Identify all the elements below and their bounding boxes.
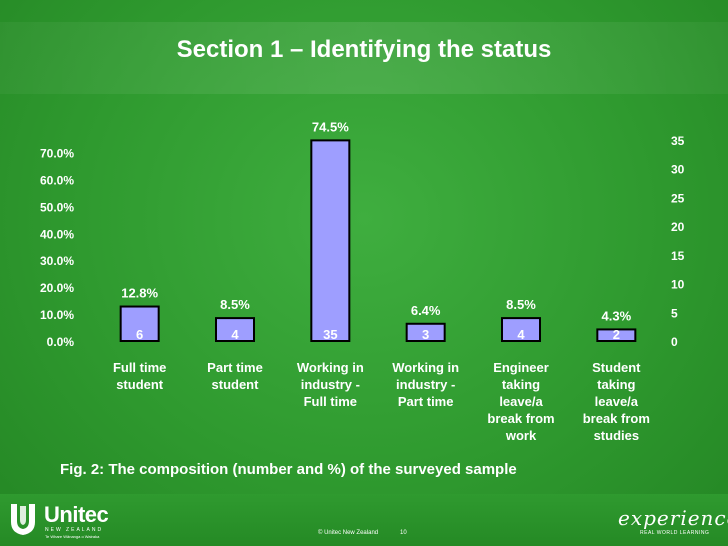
bar (596, 328, 637, 343)
right-axis-tick-label: 25 (671, 191, 685, 205)
right-axis-tick-label: 10 (671, 278, 685, 292)
bar (215, 317, 255, 343)
percent-data-label: 8.5% (220, 297, 250, 312)
left-axis-tick-label: 30.0% (40, 254, 74, 268)
category-tick-label: student (212, 377, 260, 392)
category-tick-label: Student (592, 360, 641, 375)
category-tick-label: industry - (301, 377, 360, 392)
logo-name: Unitec (44, 502, 109, 527)
left-axis-tick-label: 40.0% (40, 227, 74, 241)
bar-chart: 0.0% 10.0% 20.0% 30.0% 40.0% 50.0% 60.0% 70.0% 0… (40, 119, 685, 443)
category-tick-label: leave/a (499, 394, 543, 409)
right-axis-tick-label: 35 (671, 134, 685, 148)
left-axis-tick-label: 50.0% (40, 200, 74, 214)
experience-brand: experience REAL WORLD LEARNING (618, 506, 728, 540)
count-data-label: 6 (136, 327, 143, 342)
bar (405, 322, 446, 343)
percent-data-label: 12.8% (121, 286, 158, 301)
percent-data-label: 4.3% (602, 308, 632, 323)
category-tick-label: industry - (396, 377, 455, 392)
percent-data-label: 8.5% (506, 297, 536, 312)
copyright-text: © Unitec New Zealand (318, 530, 379, 536)
category-tick-label: Full time (304, 394, 357, 409)
right-axis-tick-label: 30 (671, 163, 685, 177)
category-tick-label: work (505, 428, 537, 443)
category-tick-label: taking (502, 377, 540, 392)
page-number: 10 (400, 530, 407, 536)
count-data-label: 3 (422, 327, 429, 342)
category-tick-label: break from (487, 411, 554, 426)
category-tick-label: Part time (398, 394, 454, 409)
right-axis-tick-label: 15 (671, 249, 685, 263)
category-tick-label: break from (583, 411, 650, 426)
bar (119, 305, 160, 343)
category-tick-label: Part time (207, 360, 263, 375)
slide-title: Section 1 – Identifying the status (176, 36, 552, 63)
category-tick-label: Engineer (493, 360, 549, 375)
left-axis-tick-label: 0.0% (47, 335, 75, 349)
category-tick-label: Full time (113, 360, 166, 375)
count-data-label: 35 (323, 327, 337, 342)
count-data-label: 4 (231, 327, 239, 342)
category-tick-label: taking (597, 377, 635, 392)
category-tick-label: studies (594, 428, 640, 443)
count-data-label: 2 (613, 327, 620, 342)
left-axis-tick-label: 10.0% (40, 308, 74, 322)
figure-caption: Fig. 2: The composition (number and %) o… (60, 461, 517, 478)
category-tick-label: leave/a (595, 394, 639, 409)
left-axis-tick-label: 20.0% (40, 281, 74, 295)
title-band (0, 22, 728, 94)
bar (310, 139, 351, 342)
right-axis-tick-label: 20 (671, 220, 685, 234)
brand-tagline: REAL WORLD LEARNING (640, 530, 710, 536)
percent-data-label: 74.5% (312, 119, 349, 134)
footer-bar (0, 494, 728, 546)
left-axis-tick-label: 70.0% (40, 147, 74, 161)
right-axis-tick-label: 0 (671, 335, 678, 349)
unitec-emblem-icon (11, 504, 35, 535)
count-data-label: 4 (517, 327, 525, 342)
right-axis-tick-label: 5 (671, 306, 678, 320)
brand-word: experience (618, 506, 728, 530)
percent-data-label: 6.4% (411, 303, 441, 318)
logo-tagline: Te Whare Wānanga o Wairaka (45, 534, 100, 539)
bar (501, 317, 541, 343)
unitec-logo: Unitec NEW ZEALAND Te Whare Wānanga o Wa… (8, 500, 138, 542)
category-tick-label: Working in (297, 360, 364, 375)
category-tick-label: student (116, 377, 164, 392)
logo-subtitle: NEW ZEALAND (45, 527, 104, 533)
category-tick-label: Working in (392, 360, 459, 375)
left-axis-tick-label: 60.0% (40, 173, 74, 187)
